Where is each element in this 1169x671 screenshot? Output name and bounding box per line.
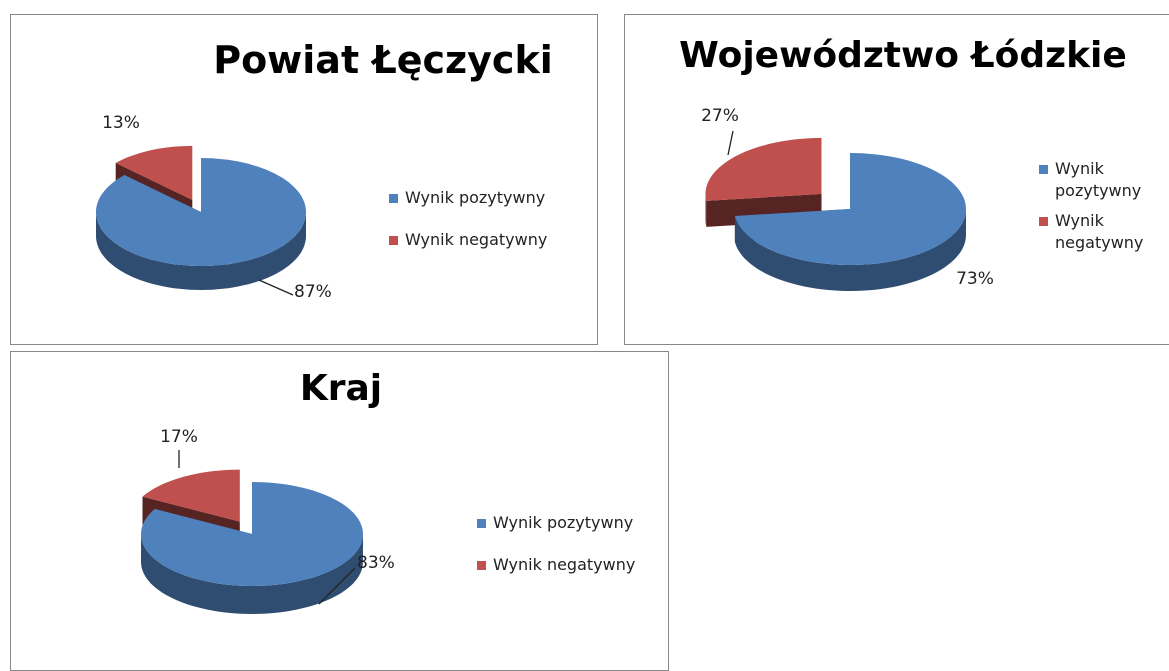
legend-label: Wynik pozytywny bbox=[1055, 159, 1142, 200]
legend: Wynik pozytywny Wynik negatywny bbox=[389, 187, 547, 271]
chart-title: Kraj bbox=[300, 368, 382, 409]
slice bbox=[705, 137, 822, 201]
data-label: 87% bbox=[294, 282, 332, 302]
chart-title: Województwo Łódzkie bbox=[679, 35, 1127, 76]
leader-line bbox=[318, 567, 356, 605]
leader-line bbox=[727, 130, 734, 156]
data-label: 83% bbox=[357, 553, 395, 573]
legend-swatch bbox=[477, 519, 486, 528]
data-label: 17% bbox=[160, 427, 198, 447]
legend-label: Wynik negatywny bbox=[405, 230, 548, 249]
slice bbox=[96, 158, 306, 266]
slice-side bbox=[705, 193, 707, 227]
legend-swatch bbox=[389, 194, 398, 203]
data-label: 13% bbox=[102, 113, 140, 133]
legend-label: Wynik pozytywny bbox=[405, 188, 546, 207]
legend-swatch bbox=[1039, 217, 1048, 226]
legend-label: Wynik negatywny bbox=[1055, 211, 1144, 252]
legend-swatch bbox=[477, 561, 486, 570]
chart-panel: Powiat Łęczycki 87% 13% Wynik pozytywny Wyni… bbox=[10, 14, 598, 345]
slice bbox=[115, 145, 193, 200]
data-label: 73% bbox=[956, 269, 994, 289]
chart-panel: Województwo Łódzkie 73% 27% Wynik pozytywny… bbox=[624, 14, 1169, 345]
legend-item: Wynik pozytywny bbox=[477, 512, 635, 534]
slice bbox=[141, 482, 363, 586]
pie-chart: Województwo Łódzkie 73% 27% bbox=[679, 35, 1127, 291]
legend-item: Wynik pozytywny bbox=[1039, 158, 1149, 202]
data-label: 27% bbox=[701, 106, 739, 126]
legend: Wynik pozytywny Wynik negatywny bbox=[477, 512, 635, 596]
page: Powiat Łęczycki 87% 13% Wynik pozytywny Wyni… bbox=[10, 14, 1169, 671]
legend-item: Wynik negatywny bbox=[389, 229, 547, 251]
slice-side bbox=[141, 534, 363, 614]
legend-item: Wynik negatywny bbox=[1039, 210, 1149, 254]
legend-item: Wynik pozytywny bbox=[389, 187, 547, 209]
leader-line bbox=[258, 279, 294, 296]
slice-side bbox=[96, 212, 306, 290]
pie-chart: Powiat Łęczycki 87% 13% bbox=[96, 38, 553, 302]
chart-panel: Kraj 83% 17% Wynik pozytywny Wynik negatywny bbox=[10, 351, 669, 671]
legend-label: Wynik pozytywny bbox=[493, 513, 634, 532]
slice-side bbox=[734, 209, 966, 291]
slice bbox=[734, 153, 966, 265]
legend-label: Wynik negatywny bbox=[493, 555, 636, 574]
legend-swatch bbox=[389, 236, 398, 245]
legend-item: Wynik negatywny bbox=[477, 554, 635, 576]
pie-chart: Kraj 83% 17% bbox=[141, 368, 395, 614]
legend: Wynik pozytywny Wynik negatywny bbox=[1039, 158, 1149, 262]
legend-swatch bbox=[1039, 165, 1048, 174]
slice bbox=[142, 469, 240, 522]
chart-title: Powiat Łęczycki bbox=[213, 38, 553, 82]
